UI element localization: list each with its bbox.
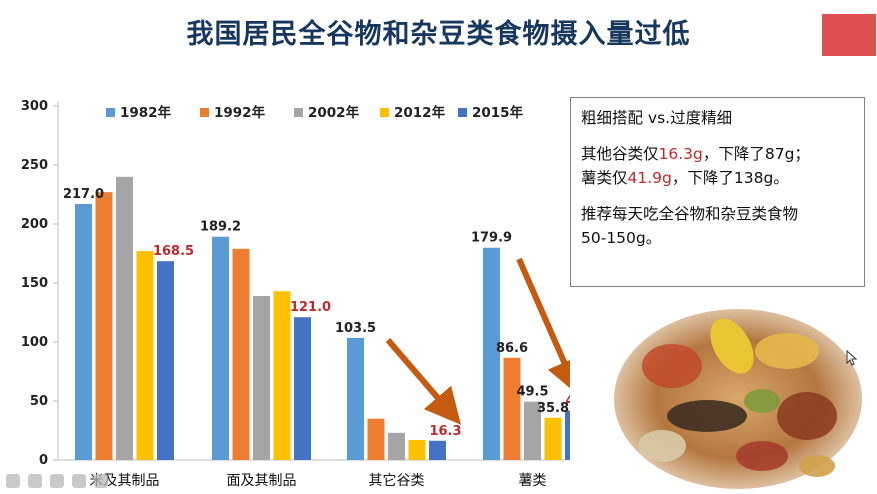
bar xyxy=(273,291,291,460)
data-labels: 217.0 168.5 189.2 121.0 103.5 16.3 179.9 86.6 49… xyxy=(63,187,570,439)
pen-icon[interactable] xyxy=(28,474,42,488)
bar xyxy=(367,418,385,460)
y-tick-label: 150 xyxy=(21,276,48,291)
data-label: 121.0 xyxy=(290,300,331,315)
info-text: 其他谷类仅 xyxy=(581,145,659,163)
data-label: 16.3 xyxy=(429,424,461,439)
data-label: 217.0 xyxy=(63,187,104,202)
legend-swatch xyxy=(106,108,115,117)
bars xyxy=(75,176,570,461)
data-label: 168.5 xyxy=(153,244,194,259)
data-label: 103.5 xyxy=(335,321,376,336)
info-line-other-grains: 其他谷类仅16.3g，下降了87g； xyxy=(581,142,854,166)
y-tick-label: 0 xyxy=(39,453,48,468)
y-axis: 0 50 100 150 200 250 300 xyxy=(21,99,565,468)
legend-swatch xyxy=(200,108,209,117)
grid-icon[interactable] xyxy=(72,474,86,488)
x-category-label: 面及其制品 xyxy=(227,473,297,489)
zoom-icon[interactable] xyxy=(50,474,64,488)
info-highlight: 16.3g xyxy=(658,145,703,163)
bar xyxy=(95,192,113,460)
legend-label: 1982年 xyxy=(120,104,172,121)
more-icon[interactable] xyxy=(94,474,108,488)
y-tick-label: 50 xyxy=(30,394,48,409)
info-text: ，下降了138g。 xyxy=(671,169,789,187)
bar xyxy=(212,236,229,460)
legend-label: 2012年 xyxy=(394,104,446,121)
y-tick-label: 250 xyxy=(21,158,48,173)
data-label: 35.8 xyxy=(537,401,569,416)
bar xyxy=(388,432,405,460)
data-label: 41.9 xyxy=(565,394,570,409)
data-label: 49.5 xyxy=(516,385,548,400)
bar xyxy=(253,295,270,460)
data-label: 189.2 xyxy=(200,220,241,235)
legend: 1982年 1992年 2002年 2012年 2015年 xyxy=(106,104,524,121)
grains-and-beans-photo xyxy=(614,309,862,489)
bar xyxy=(347,337,364,460)
page-title: 我国居民全谷物和杂豆类食物摄入量过低 xyxy=(186,19,691,50)
bar xyxy=(503,357,521,460)
bar xyxy=(483,247,500,460)
info-recommendation-amount: 50-150g。 xyxy=(581,229,662,247)
bar xyxy=(408,439,426,460)
data-label: 86.6 xyxy=(496,341,528,356)
presentation-toolbar xyxy=(0,470,205,494)
legend-swatch xyxy=(380,108,389,117)
info-text: 薯类仅 xyxy=(581,169,628,187)
trend-arrow-other-grains xyxy=(385,338,461,425)
legend-label: 2015年 xyxy=(472,104,524,121)
bar xyxy=(116,176,133,461)
bar xyxy=(136,251,154,460)
info-line-tubers: 薯类仅41.9g，下降了138g。 xyxy=(581,166,854,190)
x-category-label: 薯类 xyxy=(519,473,547,489)
bar xyxy=(524,401,541,460)
x-category-label: 其它谷类 xyxy=(369,472,425,489)
bar xyxy=(565,410,570,460)
x-axis-labels: 米及其制品 面及其制品 其它谷类 薯类 xyxy=(90,472,547,489)
info-text: ，下降了87g； xyxy=(702,145,810,163)
legend-swatch xyxy=(458,108,467,117)
back-icon[interactable] xyxy=(6,474,20,488)
bar xyxy=(429,440,446,460)
trend-arrow-tubers xyxy=(516,257,570,396)
info-highlight: 41.9g xyxy=(627,169,672,187)
bar xyxy=(157,261,174,460)
bar xyxy=(544,417,562,460)
bar xyxy=(232,248,250,460)
legend-label: 1992年 xyxy=(214,104,266,121)
y-tick-label: 200 xyxy=(21,217,48,232)
data-label: 179.9 xyxy=(471,231,512,246)
corner-decoration xyxy=(822,14,876,56)
info-heading: 粗细搭配 vs.过度精细 xyxy=(581,109,733,127)
legend-swatch xyxy=(294,108,303,117)
info-recommendation: 推荐每天吃全谷物和杂豆类食物 xyxy=(581,205,799,223)
info-box: 粗细搭配 vs.过度精细 其他谷类仅16.3g，下降了87g； 薯类仅41.9g… xyxy=(570,97,865,287)
bar-chart: 0 50 100 150 200 250 300 217.0 168.5 189.2 121.0 1… xyxy=(21,99,570,489)
bar xyxy=(75,203,92,460)
mouse-cursor-icon xyxy=(846,350,858,366)
legend-label: 2002年 xyxy=(308,104,360,121)
bar xyxy=(294,317,311,460)
y-tick-label: 300 xyxy=(21,99,48,114)
y-tick-label: 100 xyxy=(21,335,48,350)
